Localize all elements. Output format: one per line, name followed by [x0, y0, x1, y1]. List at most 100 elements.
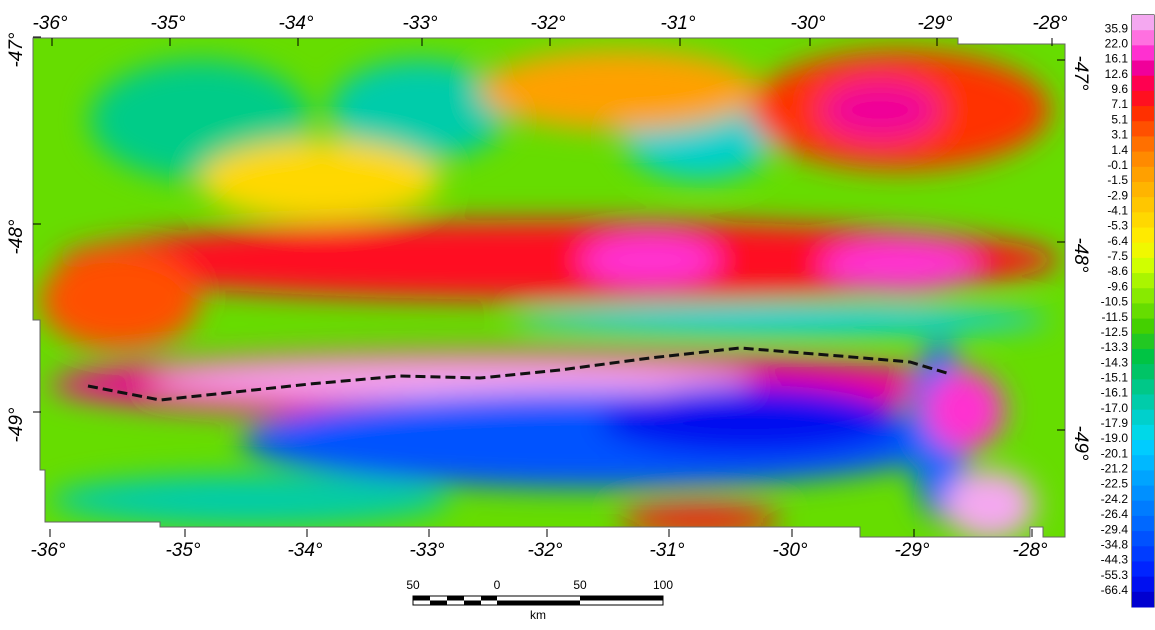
colorbar-swatch [1132, 319, 1154, 335]
bottom-longitude-label: -30° [772, 540, 807, 561]
colorbar-swatch [1132, 167, 1154, 183]
colorbar-swatch [1132, 91, 1154, 107]
top-longitude-label: -35° [150, 13, 185, 34]
colorbar-label: 22.0 [1105, 37, 1129, 51]
colorbar-swatch [1132, 273, 1154, 289]
colorbar-swatch [1132, 197, 1154, 213]
right-latitude-label: -47° [1070, 55, 1091, 90]
colorbar-label: -5.3 [1107, 219, 1128, 233]
colorbar-swatch [1132, 30, 1154, 46]
bottom-longitude-label: -34° [287, 540, 322, 561]
colorbar-label: 9.6 [1111, 82, 1128, 96]
colorbar-label: -1.5 [1107, 173, 1128, 187]
colorbar-label: -22.5 [1101, 477, 1129, 491]
colorbar-swatch [1132, 577, 1154, 593]
colorbar-swatch [1132, 121, 1154, 137]
left-latitude-label: -49° [6, 407, 27, 442]
colorbar-swatch [1132, 379, 1154, 395]
colorbar-swatch [1132, 288, 1154, 304]
colorbar-swatch [1132, 303, 1154, 319]
colorbar-swatch [1132, 455, 1154, 471]
top-longitude-label: -32° [530, 13, 565, 34]
bottom-longitude-label: -36° [30, 540, 65, 561]
colorbar-label: -15.1 [1101, 370, 1129, 384]
colorbar-label: 3.1 [1111, 128, 1128, 142]
colorbar-label: -2.9 [1107, 188, 1128, 202]
colorbar-swatch [1132, 410, 1154, 426]
colorbar-label: -44.3 [1101, 553, 1129, 567]
bottom-longitude-label: -33° [409, 540, 444, 561]
colorbar-swatch [1132, 561, 1154, 577]
colorbar-label: -10.5 [1101, 295, 1129, 309]
top-longitude-label: -30° [790, 13, 825, 34]
anomaly-raster [30, 35, 1070, 540]
scale-label: 50 [573, 578, 587, 592]
colorbar-swatch [1132, 258, 1154, 274]
right-latitude-label: -49° [1070, 425, 1091, 460]
colorbar-label: -20.1 [1101, 446, 1129, 460]
colorbar-swatch [1132, 136, 1154, 152]
top-longitude-label: -34° [278, 13, 313, 34]
colorbar-label: -55.3 [1101, 568, 1129, 582]
colorbar-label: 1.4 [1111, 143, 1128, 157]
colorbar-label: -9.6 [1107, 279, 1128, 293]
scale-label: 0 [494, 578, 501, 592]
colorbar-label: -14.3 [1101, 355, 1129, 369]
top-longitude-label: -36° [32, 13, 67, 34]
scale-label: 100 [653, 578, 673, 592]
colorbar-swatch [1132, 425, 1154, 441]
bottom-longitude-label: -31° [649, 540, 684, 561]
colorbar-swatch [1132, 546, 1154, 562]
colorbar-swatch [1132, 152, 1154, 168]
top-longitude-label: -31° [660, 13, 695, 34]
map-figure: -36° -35° -34° -33° -32° -31° -30° -29° -28° -36°… [0, 0, 1155, 625]
colorbar-label: -8.6 [1107, 264, 1128, 278]
colorbar-label: 7.1 [1111, 97, 1128, 111]
colorbar-label: -21.2 [1101, 462, 1129, 476]
bottom-longitude-label: -29° [894, 540, 929, 561]
colorbar-swatch [1132, 470, 1154, 486]
colorbar-label: -4.1 [1107, 204, 1128, 218]
colorbar-swatch [1132, 334, 1154, 350]
colorbar-label: -66.4 [1101, 583, 1129, 597]
colorbar-label: -0.1 [1107, 158, 1128, 172]
colorbar-swatch [1132, 15, 1154, 31]
right-latitude-label: -48° [1070, 237, 1091, 272]
colorbar-label: -19.0 [1101, 431, 1129, 445]
colorbar-swatch [1132, 45, 1154, 61]
colorbar-swatch [1132, 61, 1154, 77]
colorbar-label: -24.2 [1101, 492, 1129, 506]
scale-unit: km [530, 608, 546, 622]
colorbar-label: -29.4 [1101, 522, 1129, 536]
scale-label: 50 [406, 578, 420, 592]
bottom-longitude-label: -32° [527, 540, 562, 561]
colorbar-label: -7.5 [1107, 249, 1128, 263]
colorbar-label: -16.1 [1101, 386, 1129, 400]
colorbar-swatch [1132, 349, 1154, 365]
colorbar-swatch [1132, 501, 1154, 517]
colorbar-label: -12.5 [1101, 325, 1129, 339]
colorbar-label: -13.3 [1101, 340, 1129, 354]
colorbar-swatch [1132, 440, 1154, 456]
colorbar-swatch [1132, 486, 1154, 502]
colorbar-label: -34.8 [1101, 537, 1129, 551]
colorbar-swatch [1132, 106, 1154, 122]
bottom-longitude-label: -28° [1012, 540, 1047, 561]
colorbar-swatch [1132, 364, 1154, 380]
top-longitude-label: -29° [917, 13, 952, 34]
top-longitude-label: -28° [1032, 13, 1067, 34]
colorbar-swatch [1132, 531, 1154, 547]
colorbar-swatch [1132, 76, 1154, 92]
colorbar-label: -17.0 [1101, 401, 1129, 415]
colorbar-label: 35.9 [1105, 21, 1129, 35]
colorbar-swatch [1132, 182, 1154, 198]
colorbar-label: 12.6 [1105, 67, 1129, 81]
colorbar-swatch [1132, 212, 1154, 228]
colorbar-label: -26.4 [1101, 507, 1129, 521]
colorbar-swatch [1132, 516, 1154, 532]
top-longitude-label: -33° [402, 13, 437, 34]
colorbar-label: 16.1 [1105, 52, 1129, 66]
colorbar-label: -6.4 [1107, 234, 1128, 248]
colorbar-label: -17.9 [1101, 416, 1129, 430]
colorbar-label: 5.1 [1111, 112, 1128, 126]
